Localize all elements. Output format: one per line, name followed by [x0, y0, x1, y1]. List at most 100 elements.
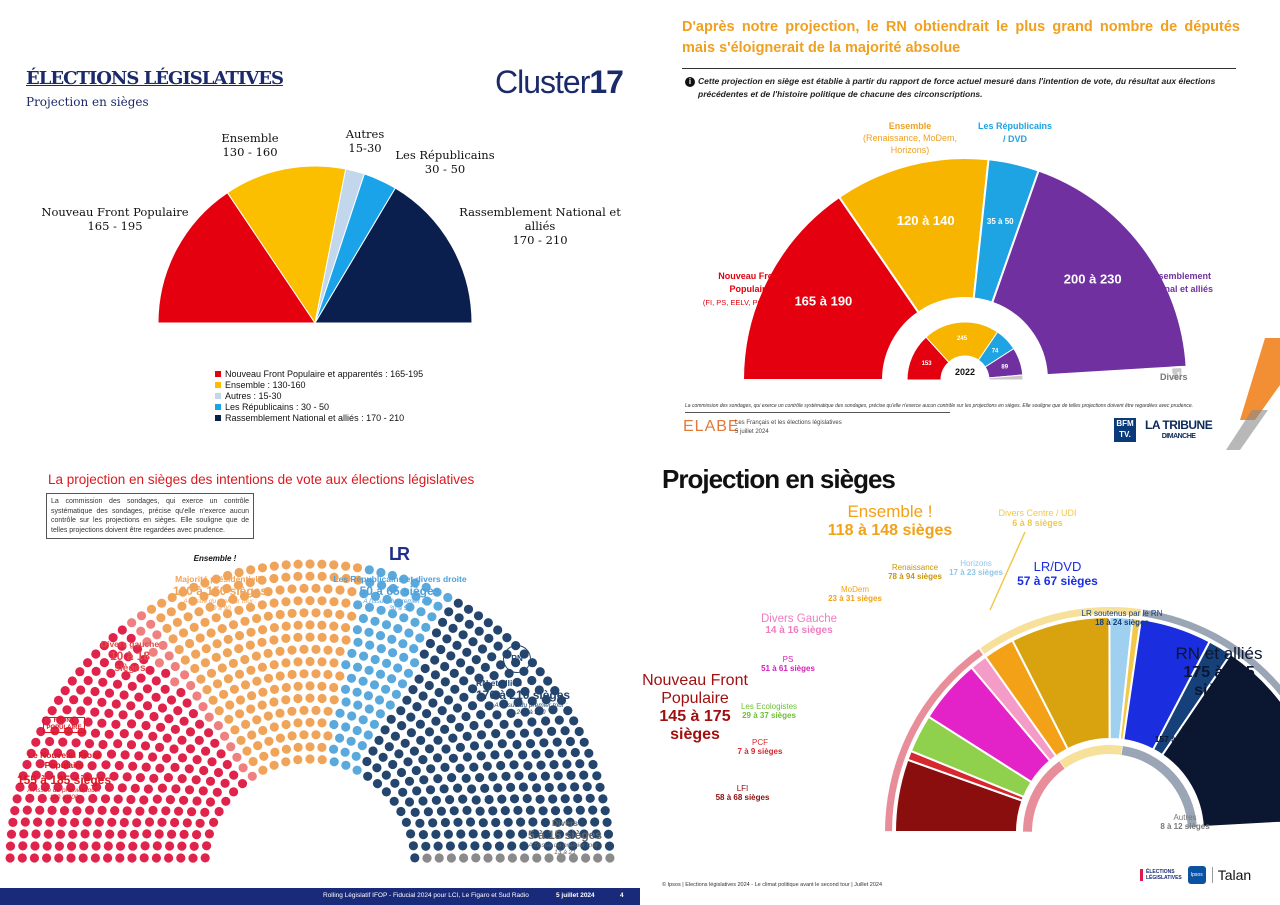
- q3-seat: [19, 829, 29, 839]
- q3-seat: [228, 658, 238, 668]
- q3-seat: [503, 749, 514, 759]
- q3-seat: [62, 794, 72, 804]
- q3-seat: [47, 805, 57, 815]
- q3-seat: [247, 771, 257, 781]
- q3-seat: [281, 621, 291, 631]
- q3-seat: [547, 726, 557, 736]
- q3-seat: [104, 688, 115, 698]
- label-value: 58 à 68 sièges: [715, 793, 770, 802]
- q3-seat: [398, 639, 408, 649]
- q3-seat: [329, 744, 339, 754]
- q2-value-label: 165 à 190: [794, 294, 852, 309]
- q3-seat: [74, 760, 84, 770]
- q3-seat: [305, 754, 315, 764]
- q3-seat: [94, 817, 104, 827]
- label-lr: Les Républicains 30 - 50: [390, 148, 500, 176]
- q3-seat: [533, 727, 543, 737]
- q3-seat: [258, 687, 268, 697]
- q3-seat: [480, 783, 490, 793]
- q3-seat: [503, 817, 513, 827]
- q3-seat: [311, 644, 321, 654]
- q3-seat: [109, 771, 119, 781]
- q3-seat: [223, 674, 233, 684]
- q3-seat: [97, 697, 107, 707]
- q3-seat: [119, 817, 129, 828]
- q3-seat: [399, 574, 409, 584]
- q3-seat: [281, 597, 291, 607]
- panel-subtitle: Projection en sièges: [26, 95, 149, 109]
- q3-seat: [152, 841, 162, 851]
- footer-text: © Ipsos | Elections législatives 2024 - …: [662, 882, 883, 888]
- q3-seat: [252, 715, 262, 725]
- q3-seat: [22, 759, 32, 770]
- q3-seat: [177, 601, 187, 611]
- q3-seat: [532, 853, 542, 863]
- q3-seat: [148, 647, 158, 657]
- label-name: Autres: [345, 127, 385, 141]
- q3-seat: [142, 701, 153, 711]
- q3-seat: [275, 585, 285, 595]
- q3-seat: [207, 757, 217, 767]
- q3-seat: [329, 597, 339, 607]
- q3-seat: [112, 679, 123, 689]
- q3-seat: [452, 703, 463, 713]
- q3-seat: [212, 787, 222, 797]
- label-sub: (FI, PS, EELV, PCF) / DVG: [702, 297, 798, 307]
- q3-seat: [85, 805, 95, 815]
- legend-item: Ensemble : 130-160: [215, 379, 423, 390]
- q3-seat: [493, 641, 503, 651]
- q3-seat: [410, 658, 420, 668]
- q3-seat: [240, 654, 250, 665]
- q3-seat: [185, 744, 196, 754]
- q3-seat: [341, 722, 351, 732]
- q3-seat: [132, 818, 142, 828]
- q3-seat: [448, 753, 458, 763]
- q3-seat: [118, 710, 128, 720]
- q3-seat: [287, 584, 297, 594]
- q3-seat: [431, 829, 441, 839]
- q3-seat: [352, 725, 362, 736]
- q3-seat: [107, 817, 117, 827]
- q3-seat: [562, 759, 572, 769]
- q3-seat: [196, 674, 206, 684]
- q3-seat: [378, 752, 388, 762]
- q3-seat: [228, 594, 238, 604]
- q3-seat: [527, 717, 537, 727]
- q3-seat: [399, 652, 409, 662]
- q3-seat: [595, 782, 605, 792]
- q3-seat: [54, 841, 64, 851]
- q3-seat: [245, 577, 255, 588]
- q3-seat: [387, 634, 397, 644]
- label-value: 5 à 15 sièges: [527, 828, 603, 842]
- q3-seat: [482, 841, 492, 851]
- q3-seat: [148, 805, 158, 815]
- label-prev: 180 à 200: [49, 794, 79, 801]
- q3-seat: [174, 806, 184, 816]
- q3-seat: [459, 853, 469, 863]
- q3-seat: [528, 817, 538, 827]
- brand-sub: Les Français et les élections législativ…: [735, 419, 842, 437]
- q3-seat: [549, 760, 559, 770]
- q3-seat: [76, 685, 86, 695]
- q3-seat: [518, 750, 528, 760]
- q3-seat: [434, 687, 444, 698]
- q3-seat: [20, 817, 30, 827]
- q3-seat: [195, 818, 205, 828]
- q3-seat: [444, 607, 454, 617]
- q3-seat: [133, 730, 144, 740]
- q3-seat: [35, 759, 45, 769]
- q3-seat: [381, 620, 392, 630]
- q3-seat: [353, 600, 363, 610]
- q3-seat: [470, 841, 480, 851]
- q3-seat: [148, 731, 158, 741]
- q3-seat: [229, 770, 239, 780]
- q3-seat: [440, 677, 450, 687]
- q3-seat: [600, 806, 610, 816]
- label-sub: A l'issue du premier tour :: [363, 598, 437, 605]
- q3-seat: [364, 602, 375, 612]
- q3-seat: [139, 795, 149, 805]
- q3-seat: [593, 853, 603, 863]
- q4-group-arc-2: [1142, 609, 1280, 696]
- q3-seat: [323, 669, 333, 680]
- label-majorite: Majorité présidentielle 120 à 150 sièges…: [150, 574, 290, 612]
